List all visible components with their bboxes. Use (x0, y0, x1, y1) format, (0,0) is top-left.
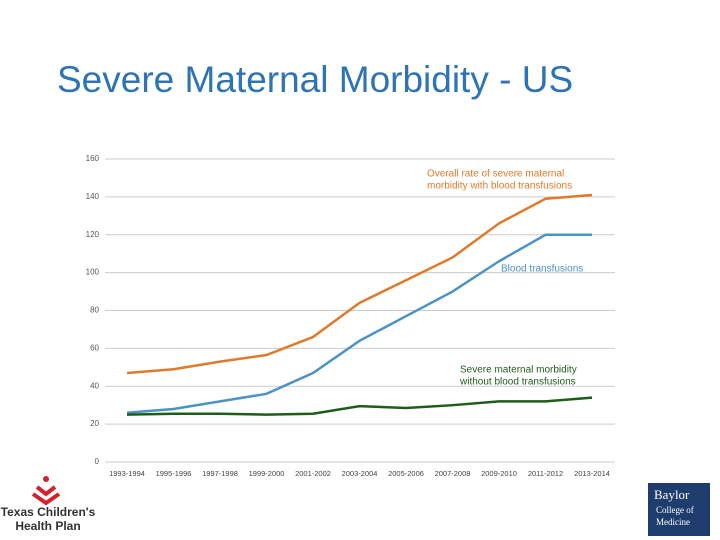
annotation: morbidity with blood transfusions (427, 181, 572, 192)
annotation: Severe maternal morbidity (460, 365, 577, 376)
x-tick-label: 2005-2006 (388, 469, 424, 478)
x-tick-label: 1993-1994 (109, 469, 145, 478)
x-tick-label: 2001-2002 (295, 469, 331, 478)
x-tick-label: 1995-1996 (156, 469, 192, 478)
y-tick-label: 20 (90, 419, 99, 428)
y-tick-label: 40 (90, 381, 99, 390)
texas-childrens-icon (31, 476, 61, 506)
x-tick-label: 2011-2012 (528, 469, 563, 478)
logo-text: Texas Children's (1, 505, 96, 519)
x-tick-label: 2003-2004 (342, 469, 378, 478)
baylor-logo (648, 483, 710, 536)
series-line (126, 396, 593, 416)
y-tick-label: 120 (86, 230, 100, 239)
logo-text: Baylor (654, 487, 690, 502)
y-tick-label: 0 (95, 457, 100, 466)
x-tick-label: 2007-2008 (435, 469, 471, 478)
x-tick-label: 2009-2010 (481, 469, 517, 478)
y-tick-label: 60 (90, 343, 99, 352)
annotation: Blood transfusions (501, 264, 583, 275)
x-tick-label: 1997-1998 (202, 469, 238, 478)
logo-text: Medicine (656, 517, 690, 527)
annotation: Overall rate of severe maternal (427, 169, 564, 180)
y-tick-label: 80 (90, 306, 99, 315)
series-line (126, 193, 593, 375)
y-tick-label: 140 (86, 192, 100, 201)
y-tick-label: 100 (86, 268, 100, 277)
slide-title: Severe Maternal Morbidity - US (57, 59, 573, 100)
series-line (126, 233, 592, 415)
y-tick-label: 160 (86, 154, 100, 163)
x-tick-label: 1999-2000 (249, 469, 285, 478)
logo-text: Health Plan (15, 519, 80, 533)
x-tick-label: 2013-2014 (574, 469, 610, 478)
logo-text: College of (656, 505, 694, 515)
annotation: without blood transfusions (459, 377, 576, 388)
